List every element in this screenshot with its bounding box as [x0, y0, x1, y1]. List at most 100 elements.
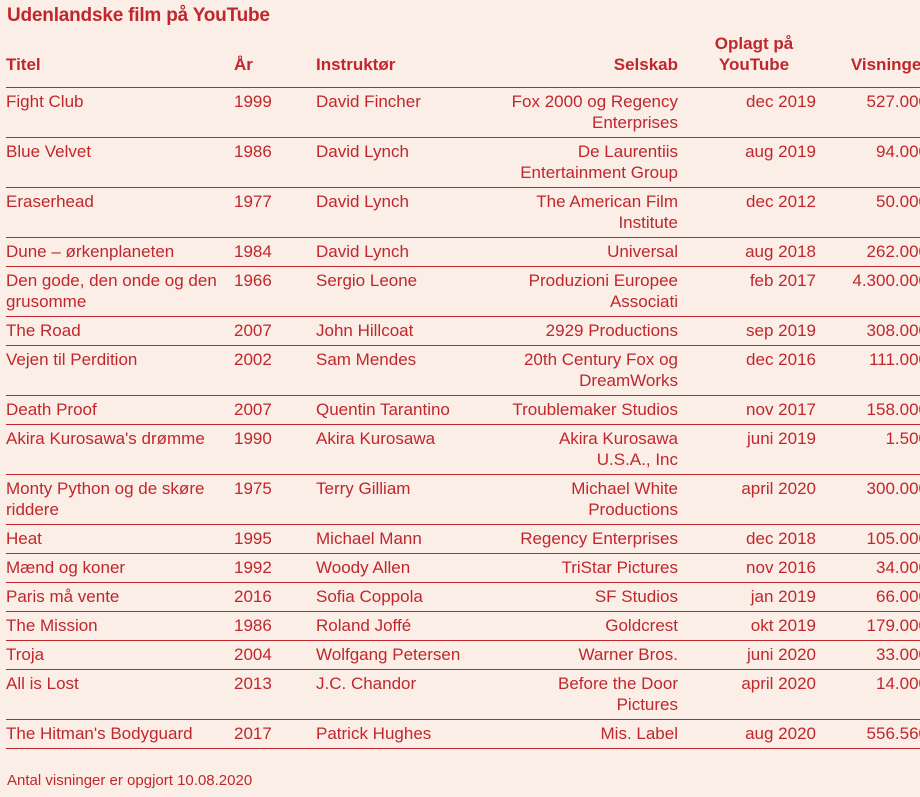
cell-oplagt: okt 2019	[678, 611, 816, 641]
cell-selskab: The American Film Institute	[506, 187, 678, 238]
cell-selskab: Regency Enterprises	[506, 524, 678, 554]
cell-aar: 2013	[234, 669, 316, 720]
cell-visninger: 556.560	[816, 719, 920, 749]
cell-selskab: Before the Door Pictures	[506, 669, 678, 720]
table-row: Dune – ørkenplaneten 1984 David Lynch Unive…	[6, 237, 920, 267]
cell-oplagt: dec 2018	[678, 524, 816, 554]
cell-visninger: 33.000	[816, 640, 920, 670]
cell-visninger: 158.000	[816, 395, 920, 425]
cell-oplagt: dec 2016	[678, 345, 816, 396]
table-row: The Mission 1986 Roland Joffé Goldcrest okt …	[6, 611, 920, 641]
column-header-instruktoer: Instruktør	[316, 33, 506, 88]
cell-selskab: SF Studios	[506, 582, 678, 612]
cell-oplagt: nov 2017	[678, 395, 816, 425]
cell-instruktoer: Sofia Coppola	[316, 582, 506, 612]
cell-aar: 1992	[234, 553, 316, 583]
cell-oplagt: april 2020	[678, 474, 816, 525]
cell-selskab: Troublemaker Studios	[506, 395, 678, 425]
cell-titel: Troja	[6, 640, 234, 670]
cell-oplagt: sep 2019	[678, 316, 816, 346]
cell-oplagt: aug 2018	[678, 237, 816, 267]
cell-aar: 1995	[234, 524, 316, 554]
cell-aar: 1986	[234, 611, 316, 641]
column-header-selskab: Selskab	[506, 33, 678, 88]
cell-titel: Heat	[6, 524, 234, 554]
cell-oplagt: jan 2019	[678, 582, 816, 612]
cell-oplagt: juni 2019	[678, 424, 816, 475]
cell-selskab: Goldcrest	[506, 611, 678, 641]
cell-selskab: Michael White Productions	[506, 474, 678, 525]
cell-instruktoer: Sam Mendes	[316, 345, 506, 396]
table-row: Akira Kurosawa's drømme 1990 Akira Kurosaw…	[6, 424, 920, 475]
cell-instruktoer: Terry Gilliam	[316, 474, 506, 525]
cell-aar: 2016	[234, 582, 316, 612]
cell-oplagt: nov 2016	[678, 553, 816, 583]
cell-instruktoer: David Lynch	[316, 187, 506, 238]
cell-visninger: 94.000	[816, 137, 920, 188]
cell-oplagt: dec 2019	[678, 87, 816, 138]
table-row: Vejen til Perdition 2002 Sam Mendes 20th Ce…	[6, 345, 920, 396]
cell-titel: Blue Velvet	[6, 137, 234, 188]
column-header-aar: År	[234, 33, 316, 88]
cell-titel: Mænd og koner	[6, 553, 234, 583]
cell-visninger: 308.000	[816, 316, 920, 346]
cell-selskab: 20th Century Fox og DreamWorks	[506, 345, 678, 396]
cell-selskab: Produzioni Europee Associati	[506, 266, 678, 317]
cell-visninger: 1.500	[816, 424, 920, 475]
cell-titel: Vejen til Perdition	[6, 345, 234, 396]
cell-visninger: 105.000	[816, 524, 920, 554]
table-row: Heat 1995 Michael Mann Regency Enterprises d…	[6, 524, 920, 554]
cell-oplagt: dec 2012	[678, 187, 816, 238]
cell-instruktoer: David Fincher	[316, 87, 506, 138]
cell-instruktoer: John Hillcoat	[316, 316, 506, 346]
table-row: Paris må vente 2016 Sofia Coppola SF Studio…	[6, 582, 920, 612]
cell-oplagt: juni 2020	[678, 640, 816, 670]
table-row: Mænd og koner 1992 Woody Allen TriStar Pict…	[6, 553, 920, 583]
cell-visninger: 262.000	[816, 237, 920, 267]
table-row: Blue Velvet 1986 David Lynch De Laurentiis …	[6, 137, 920, 188]
cell-instruktoer: Woody Allen	[316, 553, 506, 583]
cell-aar: 2007	[234, 316, 316, 346]
cell-instruktoer: J.C. Chandor	[316, 669, 506, 720]
cell-instruktoer: Patrick Hughes	[316, 719, 506, 749]
column-header-visninger: Visninger	[816, 33, 920, 88]
cell-instruktoer: David Lynch	[316, 237, 506, 267]
table-row: The Hitman's Bodyguard 2017 Patrick Hughes…	[6, 719, 920, 749]
table-row: The Road 2007 John Hillcoat 2929 Production…	[6, 316, 920, 346]
cell-instruktoer: Akira Kurosawa	[316, 424, 506, 475]
cell-titel: Fight Club	[6, 87, 234, 138]
cell-titel: All is Lost	[6, 669, 234, 720]
column-header-titel: Titel	[6, 33, 234, 88]
cell-titel: Den gode, den onde og den grusomme	[6, 266, 234, 317]
cell-aar: 2017	[234, 719, 316, 749]
cell-titel: Death Proof	[6, 395, 234, 425]
table-row: All is Lost 2013 J.C. Chandor Before the Do…	[6, 669, 920, 720]
table-title: Udenlandske film på YouTube	[7, 5, 270, 26]
cell-titel: Dune – ørkenplaneten	[6, 237, 234, 267]
table-row: Death Proof 2007 Quentin Tarantino Troublem…	[6, 395, 920, 425]
cell-visninger: 34.000	[816, 553, 920, 583]
cell-aar: 2002	[234, 345, 316, 396]
cell-visninger: 50.000	[816, 187, 920, 238]
column-header-oplagt: Oplagt på YouTube	[678, 33, 816, 88]
cell-aar: 1975	[234, 474, 316, 525]
cell-titel: The Hitman's Bodyguard	[6, 719, 234, 749]
cell-titel: Akira Kurosawa's drømme	[6, 424, 234, 475]
cell-selskab: Warner Bros.	[506, 640, 678, 670]
cell-visninger: 111.000	[816, 345, 920, 396]
cell-aar: 2004	[234, 640, 316, 670]
footnote: Antal visninger er opgjort 10.08.2020	[7, 772, 253, 789]
cell-instruktoer: Roland Joffé	[316, 611, 506, 641]
header-row: Titel År Instruktør Selskab Oplagt på Yo…	[6, 33, 920, 88]
cell-selskab: TriStar Pictures	[506, 553, 678, 583]
table-row: Fight Club 1999 David Fincher Fox 2000 og R…	[6, 87, 920, 138]
cell-instruktoer: Quentin Tarantino	[316, 395, 506, 425]
cell-selskab: Akira Kurosawa U.S.A., Inc	[506, 424, 678, 475]
cell-titel: Monty Python og de skøre riddere	[6, 474, 234, 525]
cell-aar: 1966	[234, 266, 316, 317]
table-row: Monty Python og de skøre riddere 1975 Terr…	[6, 474, 920, 525]
cell-titel: The Mission	[6, 611, 234, 641]
table-row: Troja 2004 Wolfgang Petersen Warner Bros. ju…	[6, 640, 920, 670]
cell-oplagt: aug 2020	[678, 719, 816, 749]
table-row: Den gode, den onde og den grusomme 1966 Se…	[6, 266, 920, 317]
